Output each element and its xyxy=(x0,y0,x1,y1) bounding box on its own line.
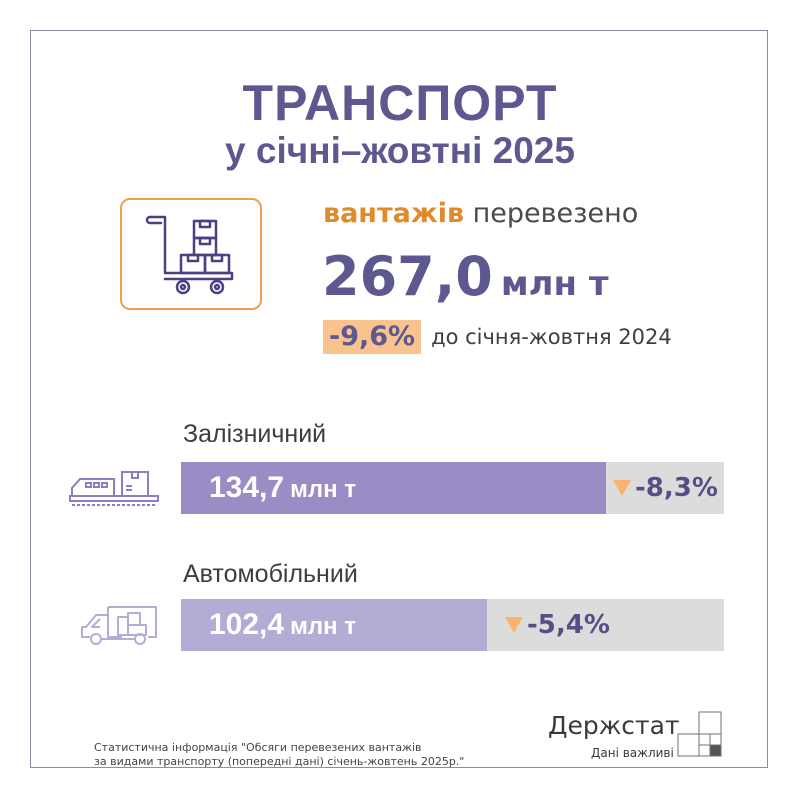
road-label: Автомобільний xyxy=(183,560,358,588)
logo-name: Держстат xyxy=(548,711,680,740)
road-bar: 102,4 млн т -5,4% xyxy=(181,599,724,651)
road-change-value: -5,4% xyxy=(527,610,610,640)
infographic-frame xyxy=(30,30,768,768)
rail-value: 134,7 млн т xyxy=(209,462,356,519)
road-value: 102,4 млн т xyxy=(209,599,356,656)
rail-value-number: 134,7 xyxy=(209,471,285,504)
rail-change: -8,3% xyxy=(613,462,718,514)
road-value-number: 102,4 xyxy=(209,608,285,641)
road-change: -5,4% xyxy=(505,599,610,651)
rail-label: Залізничний xyxy=(183,420,327,448)
freight-train-icon xyxy=(69,471,159,506)
total-change-row: -9,6% до січня-жовтня 2024 xyxy=(323,320,672,354)
rail-change-value: -8,3% xyxy=(635,473,718,503)
page-title: ТРАНСПОРТ xyxy=(242,75,558,131)
rail-bar-fill xyxy=(181,462,606,514)
down-arrow-icon xyxy=(505,617,523,633)
headline-accent: вантажів xyxy=(323,198,465,229)
road-bar-fill xyxy=(181,599,487,651)
cargo-icon-box xyxy=(120,198,262,310)
headline-rest: перевезено xyxy=(464,198,639,229)
total-change-badge: -9,6% xyxy=(323,320,422,354)
page-subtitle: у січні–жовтні 2025 xyxy=(225,130,575,171)
hand-truck-boxes-icon xyxy=(145,215,234,295)
source-line-2: за видами транспорту (попередні дані) сі… xyxy=(94,755,465,768)
logo-tagline: Дані важливі xyxy=(591,746,674,760)
summary-headline: вантажів перевезено xyxy=(323,198,638,229)
total-change-label: до січня-жовтня 2024 xyxy=(431,325,672,349)
source-note: Статистична інформація "Обсяги перевезен… xyxy=(94,741,464,769)
total-unit: млн т xyxy=(500,264,609,304)
rail-value-unit: млн т xyxy=(290,476,356,503)
down-arrow-icon xyxy=(613,480,631,496)
derzhstat-logo-icon xyxy=(677,711,722,757)
source-line-1: Статистична інформація "Обсяги перевезен… xyxy=(94,741,422,754)
rail-bar: 134,7 млн т -8,3% xyxy=(181,462,724,514)
total-value: 267,0 млн т xyxy=(322,245,609,308)
total-number: 267,0 xyxy=(322,245,493,308)
road-value-unit: млн т xyxy=(290,613,356,640)
delivery-truck-icon xyxy=(81,606,157,645)
